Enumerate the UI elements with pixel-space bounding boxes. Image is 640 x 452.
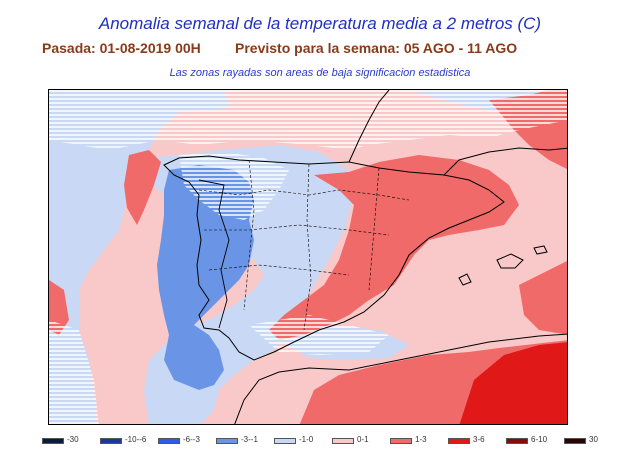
- anomaly-zone-1-3-east: [269, 155, 519, 340]
- legend-swatch: [158, 438, 180, 444]
- map-canvas: [49, 90, 567, 424]
- run-date: Pasada: 01-08-2019 00H: [42, 40, 201, 56]
- legend-label: 30: [589, 435, 598, 444]
- anomaly-zone-3-6: [459, 342, 567, 424]
- legend-label: 1-3: [415, 435, 427, 444]
- legend-swatch: [274, 438, 296, 444]
- anomaly-map: [48, 89, 568, 425]
- portugal-border: [198, 179, 230, 329]
- anomaly-zone-1-3-atlantic: [49, 280, 69, 335]
- legend-swatch: [506, 438, 528, 444]
- legend-swatch: [564, 438, 586, 444]
- administrative-boundaries: [198, 159, 410, 331]
- legend-label: -10--6: [125, 435, 147, 444]
- color-legend: -30 -10--6 -6--3 -3--1 -1-0 0-1 1-3 3-6 6-10 30: [0, 435, 640, 449]
- legend-label: -30: [67, 435, 79, 444]
- balearic-islands: [458, 245, 548, 286]
- legend-swatch: [216, 438, 238, 444]
- forecast-week: Previsto para la semana: 05 AGO - 11 AGO: [235, 40, 518, 56]
- low-significance-hatching: [49, 90, 567, 424]
- legend-label: 3-6: [473, 435, 485, 444]
- france-coastline: [348, 90, 390, 163]
- anomaly-zone-neg3-neg1: [157, 165, 254, 390]
- legend-label: -6--3: [183, 435, 200, 444]
- map-title: Anomalia semanal de la temperatura media…: [98, 14, 542, 33]
- africa-coastline: [234, 333, 567, 424]
- legend-label: 0-1: [357, 435, 369, 444]
- legend-swatch: [390, 438, 412, 444]
- legend-swatch: [100, 438, 122, 444]
- anomaly-zone-1-3-northwest: [124, 150, 161, 225]
- legend-swatch: [42, 438, 64, 444]
- legend-label: -3--1: [241, 435, 258, 444]
- iberia-coastline: [163, 155, 505, 361]
- legend-swatch: [332, 438, 354, 444]
- legend-label: 6-10: [531, 435, 548, 444]
- france-south-coastline: [443, 147, 567, 176]
- anomaly-zone-1-3-southeast: [519, 261, 567, 335]
- anomaly-zone-neg1-0-west: [49, 90, 229, 424]
- legend-label: -1-0: [299, 435, 314, 444]
- legend-swatch: [448, 438, 470, 444]
- hatching-note: Las zonas rayadas son areas de baja sign…: [169, 67, 471, 79]
